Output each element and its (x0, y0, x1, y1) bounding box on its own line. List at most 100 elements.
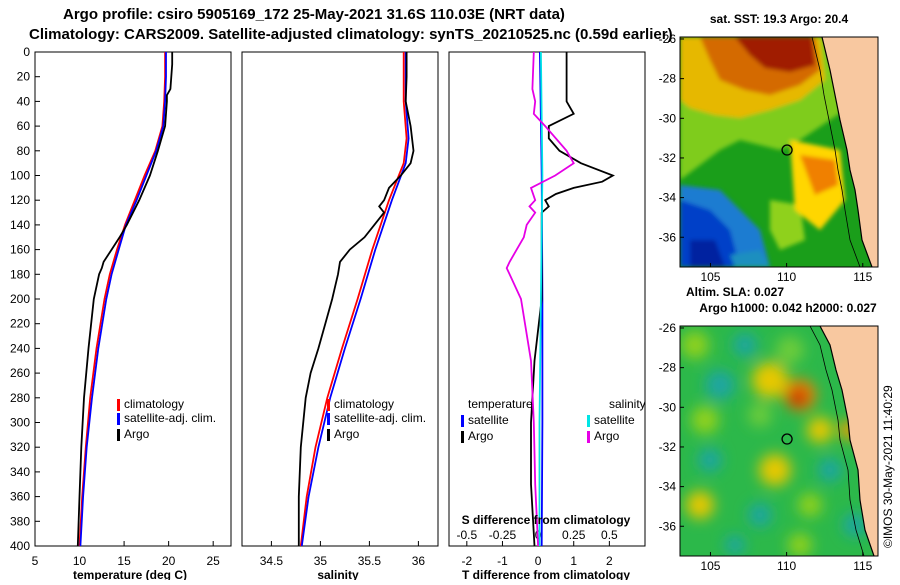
legend-swatch-climatology (117, 399, 120, 411)
sst-argo-location-marker (781, 144, 793, 156)
legend-climatology: climatology (334, 397, 394, 411)
map-y-tick-label: -28 (659, 72, 677, 86)
sla-land (820, 326, 878, 556)
sst-map-frame (679, 36, 879, 268)
title-line-2: Climatology: CARS2009. Satellite-adjuste… (29, 26, 673, 43)
x-tick-label: 34.5 (260, 554, 284, 568)
y-tick-label: 40 (17, 94, 31, 108)
y-tick-label: 400 (10, 539, 30, 553)
x-tick-label: 5 (32, 554, 39, 568)
x-tick-label: 35 (314, 554, 328, 568)
map-y-tick-label: -32 (659, 440, 677, 454)
x-tick-label: 2 (606, 554, 613, 568)
temperature-xlabel: temperature (deg C) (73, 568, 187, 580)
y-tick-label: 60 (17, 119, 31, 133)
x-tick-label: 15 (117, 554, 131, 568)
difference-xlabel: T difference from climatology (462, 568, 630, 580)
y-tick-label: 320 (10, 440, 30, 454)
series-line-satellite-adj-clim- (79, 52, 167, 547)
x-tick-label: 10 (73, 554, 87, 568)
temperature-legend: climatology satellite-adj. clim. Argo (117, 397, 216, 441)
difference-top-label: S difference from climatology (462, 513, 631, 527)
y-tick-label: 0 (23, 45, 30, 59)
legend-swatch-t-argo (461, 431, 464, 443)
legend-argo: Argo (124, 427, 150, 441)
credit-text: ©IMOS 30-May-2021 11:40:29 (881, 385, 895, 548)
map-y-tick-label: -32 (659, 151, 677, 165)
sla-map-title: Argo h1000: 0.042 h2000: 0.027 (699, 301, 877, 315)
sst-map-footer: Altim. SLA: 0.027 (686, 285, 784, 299)
map-y-tick-label: -26 (659, 32, 677, 46)
legend-head-salinity: salinity (609, 397, 646, 411)
y-tick-label: 20 (17, 70, 31, 84)
s-top-tick-label: 0.25 (562, 528, 586, 542)
x-tick-label: 36 (412, 554, 426, 568)
map-y-tick-label: -36 (659, 230, 677, 244)
map-x-tick-label: 115 (853, 270, 872, 284)
sla-map: Argo h1000: 0.042 h2000: 0.027 (659, 301, 879, 573)
legend-s-satellite: satellite (594, 413, 635, 427)
y-tick-label: 180 (10, 267, 30, 281)
legend-swatch-s-satellite (587, 415, 590, 427)
legend-swatch-argo (327, 429, 330, 441)
y-tick-label: 160 (10, 243, 30, 257)
legend-head-temperature: temperature (468, 397, 533, 411)
legend-t-argo: Argo (468, 429, 494, 443)
difference-panel: -2 -1 0 1 2-0.5 -0.25 0 0.25 0.5 T difference fr… (448, 51, 646, 582)
x-tick-label: -2 (461, 554, 472, 568)
sla-map-frame (679, 325, 879, 557)
legend-swatch-argo (117, 429, 120, 441)
map-y-tick-label: -36 (659, 519, 677, 533)
sst-map-title: sat. SST: 19.3 Argo: 20.4 (710, 12, 849, 26)
sst-field (680, 37, 845, 267)
map-x-tick-label: 115 (853, 559, 872, 573)
series-line-climatology (78, 52, 167, 547)
sla-isobath (809, 326, 865, 556)
legend-swatch-climatology (327, 399, 330, 411)
map-x-tick-label: 105 (700, 559, 720, 573)
x-tick-label: 20 (162, 554, 176, 568)
x-tick-label: 25 (207, 554, 221, 568)
map-x-tick-label: 110 (777, 559, 796, 573)
series-line-argo (297, 52, 415, 546)
series-line-satellite-adj-clim- (300, 52, 410, 547)
y-tick-label: 380 (10, 514, 30, 528)
s-top-tick-label: -0.25 (489, 528, 517, 542)
legend-swatch-s-argo (587, 431, 590, 443)
temperature-panel: 0 20 40 60 80 100 120 140 160 180 200 220 240 260 280 3… (10, 45, 232, 582)
map-y-tick-label: -30 (659, 111, 677, 125)
legend-t-satellite: satellite (468, 413, 509, 427)
map-x-tick-label: 105 (700, 270, 720, 284)
legend-satellite: satellite-adj. clim. (124, 411, 216, 425)
difference-legend: temperature salinity satellite Argo sate… (461, 397, 646, 443)
sla-coastline (819, 326, 875, 556)
y-tick-label: 80 (17, 144, 31, 158)
sst-land (822, 37, 878, 267)
map-y-tick-label: -34 (659, 480, 677, 494)
x-tick-label: -1 (497, 554, 508, 568)
title-line-1: Argo profile: csiro 5905169_172 25-May-2… (63, 6, 565, 23)
y-tick-label: 200 (10, 292, 30, 306)
difference-plot-frame (448, 51, 646, 547)
y-tick-label: 240 (10, 341, 30, 355)
x-tick-label: 35.5 (358, 554, 382, 568)
s-top-tick-label: -0.5 (456, 528, 477, 542)
y-tick-label: 100 (10, 169, 30, 183)
legend-swatch-t-satellite (461, 415, 464, 427)
map-y-tick-label: -30 (659, 400, 677, 414)
salinity-plot-frame (241, 51, 439, 547)
y-tick-label: 300 (10, 416, 30, 430)
legend-s-argo: Argo (594, 429, 620, 443)
series-line-salinity-argo (505, 51, 575, 547)
salinity-panel: 34.5 35 35.5 36 salinity (241, 51, 439, 582)
legend-climatology: climatology (124, 397, 184, 411)
map-y-tick-label: -28 (659, 361, 677, 375)
y-tick-label: 120 (10, 193, 30, 207)
map-y-tick-label: -34 (659, 191, 677, 205)
legend-satellite: satellite-adj. clim. (334, 411, 426, 425)
y-tick-label: 360 (10, 490, 30, 504)
x-tick-label: 0 (535, 554, 542, 568)
sst-isobath (811, 37, 861, 267)
temperature-plot-frame (34, 51, 232, 547)
